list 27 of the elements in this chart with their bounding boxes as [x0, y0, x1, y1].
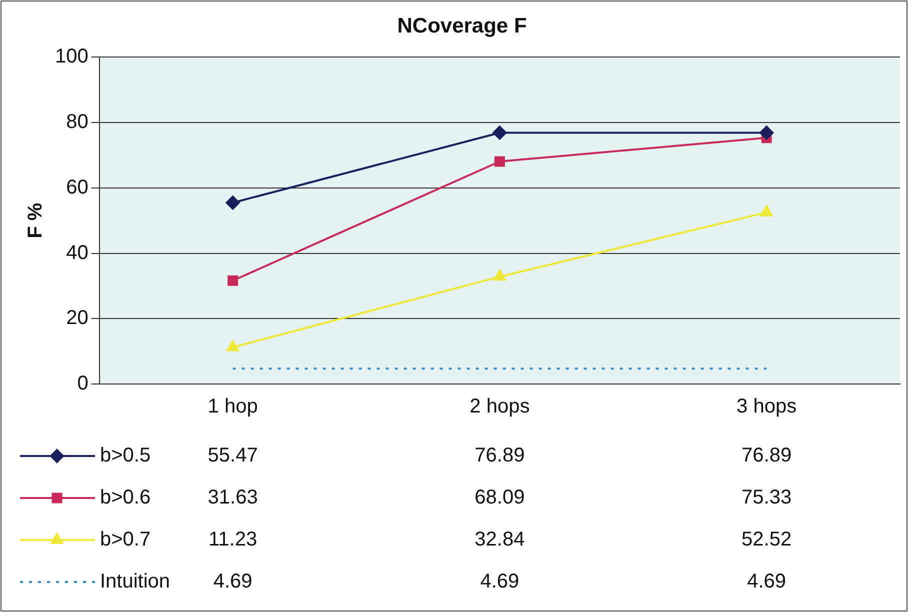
y-tick-label: 20 — [66, 307, 88, 330]
data-label: 52.52 — [742, 528, 792, 551]
legend-label: Intuition — [100, 570, 170, 593]
data-label: 32.84 — [474, 528, 525, 551]
y-tick-label: 0 — [77, 372, 88, 395]
data-label: 76.89 — [742, 444, 792, 467]
x-tick-label: 2 hops — [470, 396, 530, 418]
y-tick-label: 100 — [54, 46, 88, 68]
y-tick-label: 80 — [66, 111, 88, 134]
data-label: 75.33 — [742, 486, 792, 509]
data-label: 31.63 — [208, 486, 258, 509]
data-label: 4.69 — [747, 570, 786, 593]
data-label: 68.09 — [474, 486, 525, 509]
data-label: 55.47 — [208, 444, 258, 467]
legend-label: b>0.6 — [100, 486, 151, 509]
data-label: 4.69 — [213, 570, 252, 593]
chart-title: NCoverage F — [397, 14, 527, 38]
data-label: 4.69 — [480, 570, 520, 593]
x-tick-label: 1 hop — [208, 396, 258, 418]
x-tick-label: 3 hops — [736, 396, 797, 418]
y-tick-label: 40 — [66, 242, 88, 264]
y-tick-label: 60 — [66, 176, 88, 198]
y-axis-title: F % — [24, 202, 47, 238]
data-label: 11.23 — [208, 528, 258, 551]
legend-label: b>0.7 — [100, 528, 151, 551]
legend-label: b>0.5 — [100, 444, 151, 467]
data-label: 76.89 — [474, 444, 525, 467]
